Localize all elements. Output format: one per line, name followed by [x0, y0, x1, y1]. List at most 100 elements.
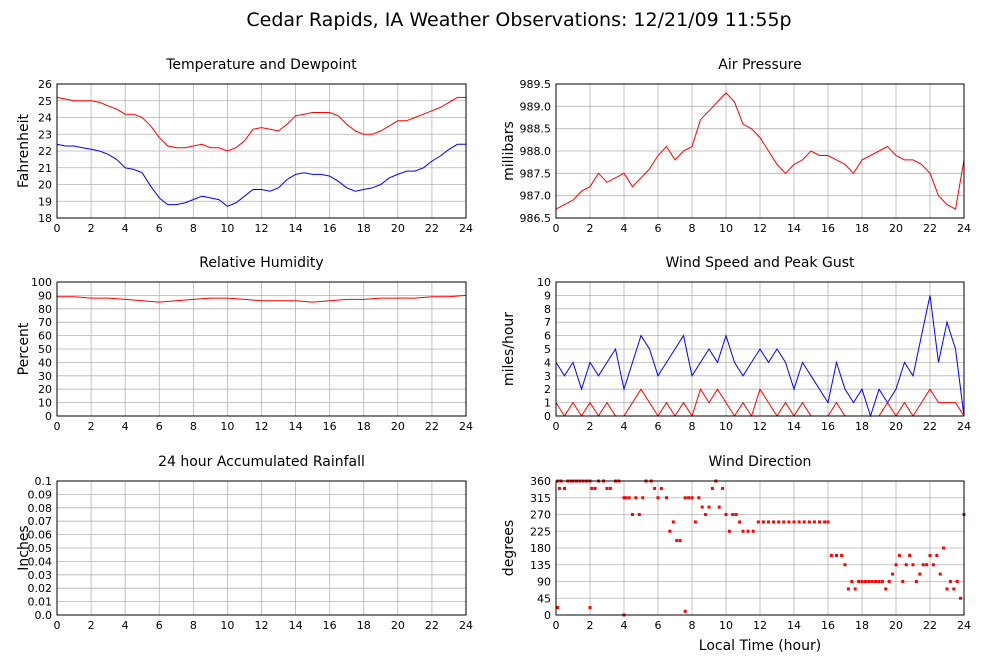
- x-tick-label: 8: [190, 420, 197, 433]
- y-axis-label: miles/hour: [501, 312, 517, 386]
- x-tick-label: 6: [156, 619, 163, 632]
- y-tick-label: 986.5: [520, 212, 552, 225]
- plot-frame: [555, 281, 965, 417]
- data-point: [738, 520, 742, 524]
- data-point: [761, 520, 765, 524]
- data-point: [588, 606, 592, 610]
- data-point: [850, 580, 854, 583]
- data-point: [634, 496, 638, 500]
- data-point: [683, 496, 687, 500]
- y-tick-label: 0: [544, 410, 551, 423]
- x-tick-label: 4: [621, 420, 628, 433]
- data-point: [710, 486, 714, 490]
- y-tick-label: 26: [38, 78, 52, 91]
- y-tick-label: 21: [38, 162, 52, 175]
- data-point: [659, 486, 663, 490]
- data-point: [835, 553, 838, 557]
- grid: [555, 83, 965, 219]
- x-tick-label: 4: [621, 619, 628, 632]
- data-point: [557, 486, 561, 490]
- y-tick-label: 25: [38, 95, 52, 108]
- x-tick-label: 22: [425, 619, 439, 632]
- data-point: [690, 496, 694, 500]
- grid: [56, 480, 467, 616]
- x-tick-label: 20: [391, 222, 405, 235]
- x-tick-label: 14: [289, 619, 303, 632]
- data-point: [945, 587, 949, 591]
- data-point: [734, 513, 738, 516]
- x-tick-label: 20: [889, 420, 903, 433]
- series-line-0: [555, 295, 965, 418]
- x-tick-label: 18: [855, 619, 869, 632]
- data-point: [683, 609, 687, 613]
- x-tick-label: 22: [425, 420, 439, 433]
- data-point: [637, 513, 641, 516]
- x-tick-label: 2: [88, 619, 95, 632]
- data-point: [931, 563, 935, 567]
- x-tick-label: 4: [122, 420, 129, 433]
- y-axis-label: millibars: [501, 121, 517, 181]
- x-tick-label: 18: [855, 420, 869, 433]
- data-point: [707, 505, 711, 509]
- data-point: [767, 520, 770, 524]
- data-point: [823, 520, 827, 524]
- data-point: [829, 553, 833, 557]
- data-point: [624, 496, 628, 500]
- x-tick-label: 22: [923, 222, 937, 235]
- y-tick-label: 360: [530, 475, 551, 488]
- x-tick-label: 12: [753, 222, 767, 235]
- grid: [56, 83, 467, 219]
- x-tick-label: 14: [787, 222, 801, 235]
- x-tick-label: 24: [957, 619, 971, 632]
- y-tick-label: 0.08: [28, 502, 53, 515]
- data-point: [665, 496, 668, 500]
- y-tick-label: 2: [544, 383, 551, 396]
- x-tick-label: 24: [459, 222, 473, 235]
- data-point: [556, 606, 560, 610]
- x-tick-label: 24: [957, 222, 971, 235]
- data-point: [952, 587, 956, 591]
- data-point: [908, 553, 912, 557]
- y-tick-label: 315: [530, 492, 551, 505]
- y-tick-label: 19: [38, 195, 52, 208]
- y-tick-label: 0: [544, 609, 551, 622]
- y-tick-label: 90: [537, 576, 551, 589]
- y-tick-label: 10: [38, 397, 52, 410]
- series-line-1: [56, 143, 466, 207]
- x-tick-label: 24: [957, 420, 971, 433]
- data-point: [792, 520, 796, 524]
- y-tick-label: 1: [544, 397, 551, 410]
- x-tick-label: 16: [323, 420, 337, 433]
- y-tick-label: 988.5: [520, 123, 552, 136]
- x-axis-label-local-time: Local Time (hour): [699, 638, 821, 654]
- x-tick-label: 4: [122, 222, 129, 235]
- x-tick-label: 22: [923, 420, 937, 433]
- x-tick-label: 6: [156, 420, 163, 433]
- data-point: [777, 520, 781, 524]
- data-point: [911, 563, 915, 567]
- data-point: [867, 580, 871, 583]
- data-point: [731, 513, 735, 516]
- y-axis-label: Inches: [16, 525, 32, 570]
- x-tick-label: 20: [889, 619, 903, 632]
- data-point: [697, 496, 701, 500]
- y-tick-label: 0.07: [28, 515, 53, 528]
- data-point: [687, 496, 691, 500]
- y-tick-label: 60: [38, 330, 52, 343]
- data-point: [608, 486, 612, 490]
- data-point: [918, 572, 922, 576]
- x-tick-label: 6: [655, 619, 662, 632]
- x-tick-label: 16: [821, 619, 835, 632]
- data-point: [860, 580, 864, 583]
- chart-title: Temperature and Dewpoint: [165, 57, 357, 73]
- data-point: [751, 529, 755, 533]
- y-tick-label: 20: [38, 383, 52, 396]
- y-tick-label: 0.04: [28, 555, 53, 568]
- data-point: [802, 520, 806, 524]
- x-tick-label: 8: [689, 619, 696, 632]
